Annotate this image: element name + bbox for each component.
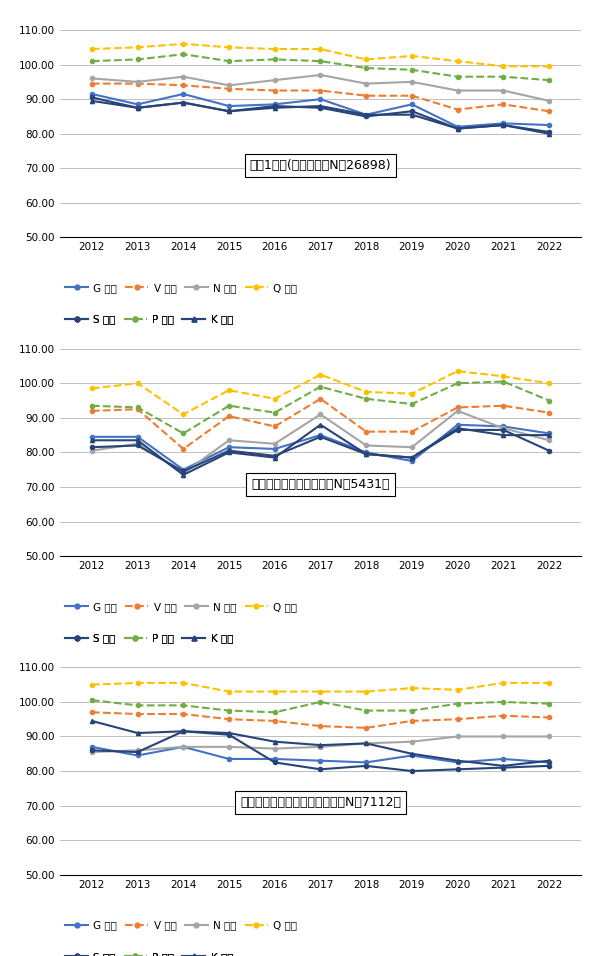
Legend: S 空間, P 形態, K 共応: S 空間, P 形態, K 共応 bbox=[65, 315, 233, 324]
Text: 短大生（女性）　（全年度計でN＝7112）: 短大生（女性） （全年度計でN＝7112） bbox=[240, 796, 401, 810]
Legend: S 空間, P 形態, K 共応: S 空間, P 形態, K 共応 bbox=[65, 952, 233, 956]
Text: 専門学校生（全年度計でN＝5431）: 専門学校生（全年度計でN＝5431） bbox=[251, 478, 390, 490]
Legend: S 空間, P 形態, K 共応: S 空間, P 形態, K 共応 bbox=[65, 633, 233, 643]
Text: 高校1年生(全年度計でN＝26898): 高校1年生(全年度計でN＝26898) bbox=[250, 159, 391, 172]
